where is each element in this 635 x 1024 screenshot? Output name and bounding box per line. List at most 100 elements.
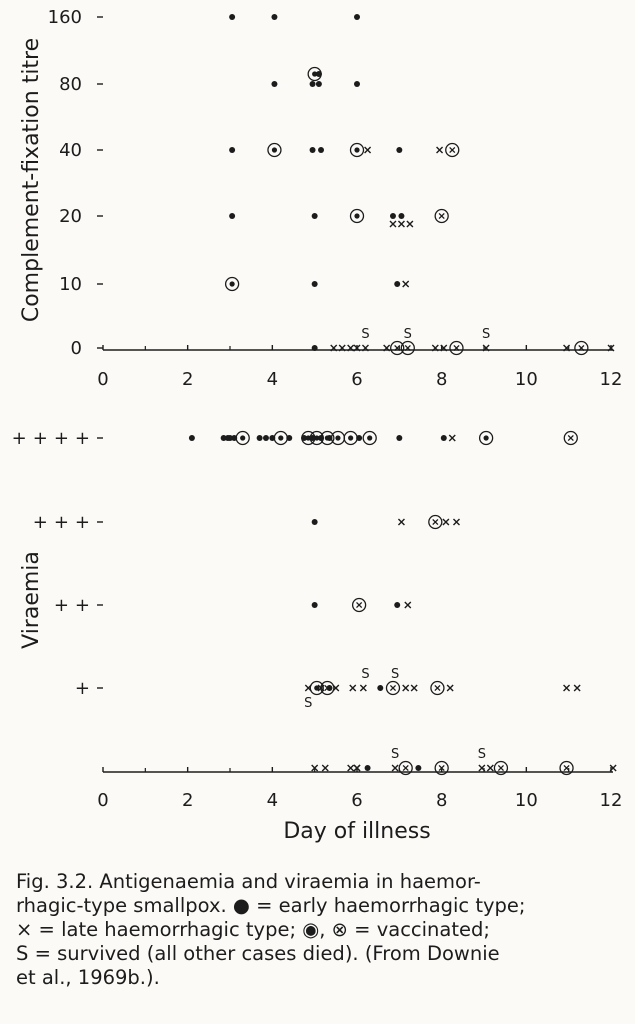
x-tick-label: 10 bbox=[515, 790, 538, 811]
early-haemorrhagic-point bbox=[271, 81, 278, 87]
early-vaccinated-dot bbox=[312, 71, 318, 77]
y-tick-label: 0 bbox=[71, 338, 82, 359]
late-vaccinated-cross bbox=[497, 764, 504, 772]
late-haemorrhagic-point bbox=[431, 344, 439, 352]
late-vaccinated-cross bbox=[356, 601, 363, 609]
x-tick-label: 2 bbox=[182, 369, 193, 390]
late-haemorrhagic-point bbox=[442, 518, 450, 526]
survived-marker: S bbox=[304, 696, 312, 711]
x-tick-label: 0 bbox=[97, 790, 108, 811]
y-tick-label: 160 bbox=[48, 7, 82, 28]
late-haemorrhagic-point bbox=[397, 518, 405, 526]
x-tick-label: 8 bbox=[436, 790, 447, 811]
early-haemorrhagic-point bbox=[396, 147, 403, 153]
early-haemorrhagic-point bbox=[286, 435, 293, 441]
late-haemorrhagic-point bbox=[452, 518, 460, 526]
y-tick-label: 80 bbox=[59, 74, 82, 95]
early-vaccinated-point bbox=[307, 66, 322, 82]
survived-marker: S bbox=[482, 327, 490, 342]
late-haemorrhagic-point bbox=[353, 764, 361, 772]
late-vaccinated-point bbox=[449, 340, 464, 356]
late-vaccinated-cross bbox=[438, 212, 445, 220]
early-haemorrhagic-point bbox=[377, 685, 384, 691]
early-haemorrhagic-point bbox=[356, 435, 363, 441]
figure-caption: Fig. 3.2. Antigenaemia and viraemia in h… bbox=[16, 870, 626, 990]
y-tick-label: +++ bbox=[33, 512, 96, 533]
survived-marker: S bbox=[478, 747, 486, 762]
late-vaccinated-cross bbox=[449, 146, 456, 154]
early-vaccinated-point bbox=[309, 680, 324, 696]
late-haemorrhagic-point bbox=[321, 764, 329, 772]
late-haemorrhagic-point bbox=[364, 146, 372, 154]
caption-line: et al., 1969b.). bbox=[16, 966, 160, 989]
early-vaccinated-point bbox=[349, 208, 365, 224]
early-haemorrhagic-point bbox=[398, 213, 405, 219]
early-haemorrhagic-point bbox=[364, 765, 371, 771]
early-vaccinated-dot bbox=[271, 147, 278, 153]
x-tick-label: 12 bbox=[600, 369, 623, 390]
late-vaccinated-point bbox=[400, 340, 415, 356]
x-tick-label: 0 bbox=[97, 369, 108, 390]
late-vaccinated-point bbox=[445, 142, 460, 158]
x-tick-label: 10 bbox=[515, 369, 538, 390]
early-haemorrhagic-point bbox=[227, 435, 233, 441]
late-haemorrhagic-point bbox=[338, 344, 346, 352]
early-haemorrhagic-point bbox=[326, 685, 333, 691]
early-haemorrhagic-point bbox=[271, 14, 278, 20]
early-haemorrhagic-point bbox=[415, 765, 422, 771]
late-haemorrhagic-point bbox=[446, 684, 454, 692]
late-haemorrhagic-point bbox=[353, 344, 361, 352]
early-haemorrhagic-point bbox=[309, 147, 316, 153]
x-axis-title: Day of illness bbox=[283, 819, 430, 844]
early-haemorrhagic-point bbox=[354, 14, 360, 20]
late-vaccinated-point bbox=[574, 340, 589, 356]
early-vaccinated-dot bbox=[483, 435, 489, 441]
x-tick-label: 8 bbox=[436, 369, 447, 390]
y-tick-label: 20 bbox=[59, 206, 82, 227]
late-haemorrhagic-point bbox=[440, 344, 448, 352]
late-haemorrhagic-point bbox=[347, 344, 355, 352]
early-haemorrhagic-point bbox=[229, 147, 236, 153]
late-haemorrhagic-point bbox=[486, 764, 494, 772]
late-vaccinated-point bbox=[385, 680, 401, 696]
late-vaccinated-point bbox=[398, 760, 413, 776]
late-vaccinated-cross bbox=[563, 764, 570, 772]
late-haemorrhagic-point bbox=[349, 684, 357, 692]
early-haemorrhagic-point bbox=[309, 81, 316, 87]
early-vaccinated-point bbox=[224, 276, 240, 292]
early-haemorrhagic-point bbox=[326, 435, 333, 441]
x-tick-label: 12 bbox=[600, 790, 623, 811]
late-vaccinated-cross bbox=[438, 764, 445, 772]
late-vaccinated-cross bbox=[404, 344, 411, 352]
early-vaccinated-dot bbox=[229, 281, 235, 287]
late-haemorrhagic-point bbox=[573, 684, 581, 692]
early-haemorrhagic-point bbox=[220, 435, 227, 441]
late-vaccinated-cross bbox=[402, 764, 409, 772]
late-vaccinated-point bbox=[563, 430, 578, 446]
early-vaccinated-point bbox=[267, 142, 282, 158]
late-haemorrhagic-point bbox=[383, 344, 391, 352]
late-vaccinated-cross bbox=[434, 684, 441, 692]
early-haemorrhagic-point bbox=[318, 147, 325, 153]
early-vaccinated-dot bbox=[305, 435, 311, 441]
late-haemorrhagic-point bbox=[402, 280, 410, 288]
early-vaccinated-point bbox=[349, 142, 365, 158]
late-haemorrhagic-point bbox=[609, 764, 617, 772]
early-haemorrhagic-point bbox=[256, 435, 263, 441]
late-vaccinated-point bbox=[493, 760, 509, 776]
y-tick-label: ++ bbox=[54, 595, 96, 616]
early-vaccinated-dot bbox=[354, 147, 360, 153]
early-vaccinated-dot bbox=[314, 685, 320, 691]
late-haemorrhagic-point bbox=[563, 684, 571, 692]
x-tick-label: 4 bbox=[267, 790, 278, 811]
figure: 0 2 4 6 8 10 12010204080160Complement-fixation… bbox=[12, 7, 623, 844]
late-vaccinated-point bbox=[434, 208, 449, 224]
y-tick-label: 10 bbox=[59, 274, 82, 295]
early-haemorrhagic-point bbox=[394, 281, 401, 287]
early-vaccinated-dot bbox=[348, 435, 354, 441]
late-haemorrhagic-point bbox=[563, 344, 571, 352]
early-haemorrhagic-point bbox=[394, 602, 401, 608]
late-vaccinated-point bbox=[434, 760, 449, 776]
early-vaccinated-dot bbox=[354, 213, 360, 219]
